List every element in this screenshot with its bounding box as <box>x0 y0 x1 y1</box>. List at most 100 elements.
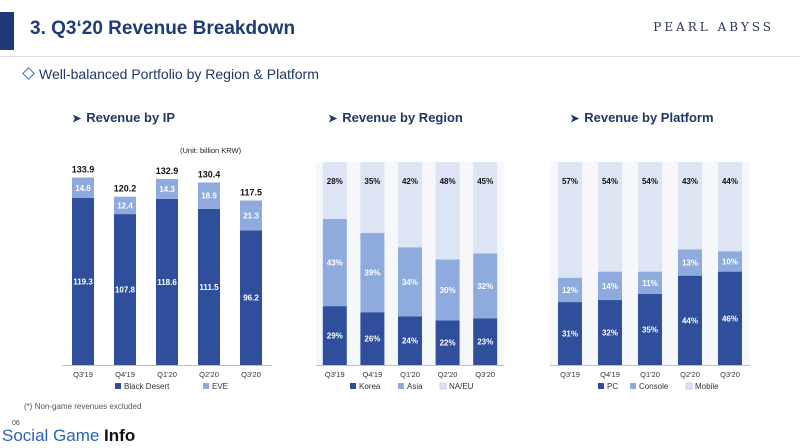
data-label: 32% <box>477 282 493 291</box>
page-number: 06 <box>12 420 20 427</box>
total-label: 130.4 <box>198 169 221 179</box>
bar-ip-eve <box>72 177 94 198</box>
bar-region-asia <box>473 253 498 319</box>
legend-swatch-console <box>630 383 636 389</box>
data-label: 44% <box>682 316 698 325</box>
watermark-text: Social Game Info <box>2 426 135 446</box>
bar-platform-mobile <box>598 162 622 272</box>
data-label: 14.6 <box>75 184 91 193</box>
panel-title-ip: ➤ Revenue by IP <box>72 110 175 125</box>
data-label: 14.3 <box>159 185 175 194</box>
data-label: 48% <box>440 177 456 186</box>
bar-region-na-eu <box>435 162 460 260</box>
bar-platform-mobile <box>718 162 742 252</box>
total-label: 133.9 <box>72 165 95 175</box>
data-label: 26% <box>364 335 380 344</box>
x-tick-label: Q1'20 <box>157 370 177 379</box>
data-label: 23% <box>477 338 493 347</box>
x-tick-label: Q4'19 <box>600 370 620 379</box>
watermark: 06 Social Game Info <box>0 420 140 448</box>
arrow-bullet-icon: ➤ <box>72 113 82 125</box>
bar-ip-eve <box>198 182 220 209</box>
x-tick-label: Q3'20 <box>241 370 261 379</box>
bar-platform-console <box>678 249 702 276</box>
data-label: 96.2 <box>243 294 259 303</box>
legend-label: NA/EU <box>449 382 474 391</box>
data-label: 32% <box>602 329 618 338</box>
data-label: 24% <box>402 337 418 346</box>
bar-ip-eve <box>240 200 262 231</box>
unit-label: (Unit: billion KRW) <box>180 146 242 155</box>
legend-swatch-eve <box>203 383 209 389</box>
data-label: 54% <box>642 177 658 186</box>
bar-platform-pc <box>638 293 662 365</box>
bar-ip-black-desert <box>240 230 262 365</box>
x-tick-label: Q4'19 <box>363 370 383 379</box>
legend-swatch-mobile <box>685 382 693 390</box>
data-label: 119.3 <box>73 277 93 286</box>
bar-ip-eve <box>114 196 136 215</box>
bar-platform-pc <box>678 275 702 365</box>
brand-logo: PEARL ABYSS <box>653 20 774 34</box>
bar-ip-eve <box>156 178 178 199</box>
data-label: 46% <box>722 314 738 323</box>
data-label: 118.6 <box>157 278 177 287</box>
bar-platform-console <box>638 271 662 294</box>
bar-platform-mobile <box>678 162 702 250</box>
data-label: 44% <box>722 177 738 186</box>
x-tick-label: Q2'20 <box>438 370 458 379</box>
panel-title-region-text: Revenue by Region <box>342 110 463 125</box>
data-label: 11% <box>642 279 658 288</box>
data-label: 12% <box>562 286 578 295</box>
data-label: 12.4 <box>117 201 133 210</box>
data-label: 29% <box>327 332 343 341</box>
legend-label: Asia <box>407 382 423 391</box>
data-label: 14% <box>602 282 618 291</box>
legend-label: EVE <box>212 382 228 391</box>
bar-region-korea <box>322 306 347 365</box>
header-divider <box>0 56 800 57</box>
bar-region-na-eu <box>473 162 498 254</box>
panel-title-region: ➤ Revenue by Region <box>328 110 463 125</box>
x-tick-label: Q2'20 <box>199 370 219 379</box>
section-subtitle-text: Well-balanced Portfolio by Region & Plat… <box>39 66 319 82</box>
page-title: 3. Q3‘20 Revenue Breakdown <box>30 18 296 39</box>
legend-label: PC <box>607 382 618 391</box>
data-label: 13% <box>682 258 698 267</box>
x-tick-label: Q1'20 <box>640 370 660 379</box>
legend-label: Console <box>639 382 669 391</box>
watermark-text-a: Social Game <box>2 426 105 445</box>
total-label: 120.2 <box>114 184 137 194</box>
arrow-bullet-icon: ➤ <box>328 113 338 125</box>
x-tick-label: Q3'19 <box>560 370 580 379</box>
data-label: 43% <box>327 258 343 267</box>
data-label: 30% <box>440 286 456 295</box>
bar-region-asia <box>360 233 385 313</box>
data-label: 39% <box>364 269 380 278</box>
header-accent-bar <box>0 12 14 50</box>
bar-region-asia <box>322 218 347 307</box>
legend-swatch-korea <box>350 383 356 389</box>
bar-ip-black-desert <box>156 198 178 365</box>
data-label: 10% <box>722 257 738 266</box>
legend-swatch-asia <box>398 383 404 389</box>
bar-ip-black-desert <box>72 197 94 365</box>
data-label: 54% <box>602 177 618 186</box>
data-label: 28% <box>327 177 343 186</box>
bar-region-asia <box>435 259 460 321</box>
data-label: 22% <box>440 339 456 348</box>
data-label: 21.3 <box>243 211 259 220</box>
data-label: 42% <box>402 177 418 186</box>
x-tick-label: Q3'19 <box>73 370 93 379</box>
bar-platform-pc <box>558 302 582 365</box>
data-label: 18.9 <box>201 192 217 201</box>
bar-region-na-eu <box>398 162 422 248</box>
panel-title-platform-text: Revenue by Platform <box>584 110 714 125</box>
bar-region-korea <box>360 312 385 365</box>
legend-label: Mobile <box>695 382 719 391</box>
legend-swatch-pc <box>598 383 604 389</box>
arrow-bullet-icon: ➤ <box>570 113 580 125</box>
bar-ip-black-desert <box>198 208 220 365</box>
total-label: 132.9 <box>156 166 179 176</box>
